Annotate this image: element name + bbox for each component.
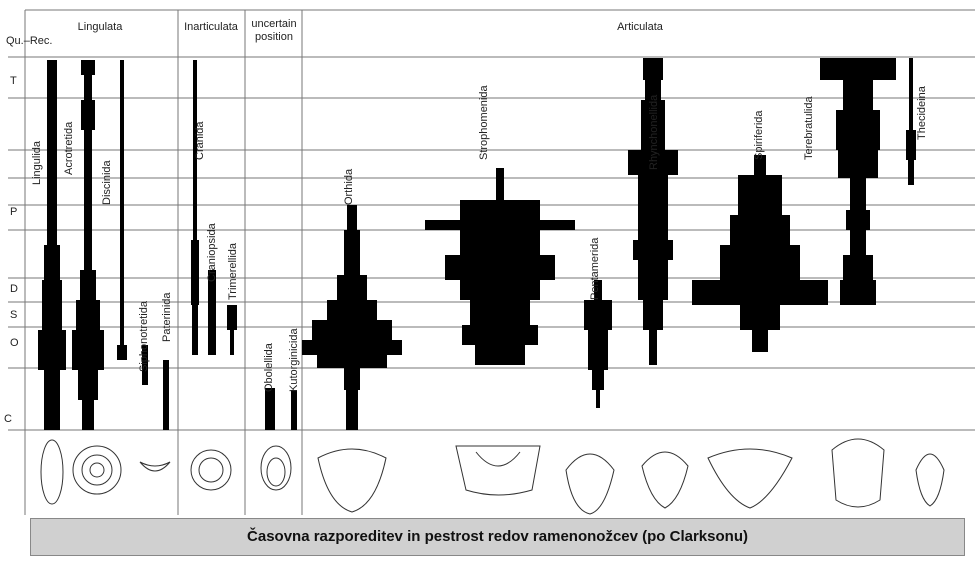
spindle	[265, 388, 275, 430]
spindle	[227, 305, 237, 355]
spindle	[72, 60, 104, 430]
group-header: Articulata	[617, 21, 664, 33]
caption: Časovna razporeditev in pestrost redov r…	[30, 518, 965, 556]
period-label: C	[4, 413, 12, 425]
spindle	[291, 390, 297, 430]
order-label: Trimerellida	[227, 242, 239, 300]
diagram: Lingulata Inarticulata Articulata Qu.–Rec. T…	[0, 0, 975, 563]
order-label: Lingulida	[31, 140, 43, 185]
order-label: Pentamerida	[589, 237, 601, 300]
spindle	[191, 60, 199, 355]
order-label: Kutorginicida	[288, 328, 300, 392]
order-label: Spiriferida	[753, 110, 765, 160]
spindle	[302, 205, 402, 430]
order-label: Terebratulida	[803, 96, 815, 160]
shells	[41, 439, 944, 514]
group-header: Inarticulata	[184, 21, 239, 33]
spindle	[906, 58, 916, 185]
order-label: Rhynchonellida	[648, 94, 660, 170]
order-label: Acrotretida	[63, 121, 75, 175]
period-label: O	[10, 337, 19, 349]
spindle	[425, 168, 575, 365]
period-label: P	[10, 206, 17, 218]
order-label: Cranida	[194, 121, 206, 160]
order-label: Thecideina	[916, 85, 928, 140]
period-label: T	[10, 75, 17, 87]
order-label: Paterinida	[161, 292, 173, 342]
period-label: Qu.–Rec.	[6, 35, 52, 47]
order-label: Discinida	[101, 159, 113, 205]
spindle	[692, 155, 828, 352]
spindle	[117, 60, 127, 360]
spindle	[38, 60, 66, 430]
group-header: Lingulata	[78, 21, 124, 33]
period-label: S	[10, 309, 17, 321]
order-label: Craniopsida	[206, 222, 218, 282]
spindle	[820, 58, 896, 305]
period-label: D	[10, 283, 18, 295]
order-label: Obolellida	[263, 342, 275, 392]
spindle	[163, 360, 169, 430]
order-label: Strophomenida	[478, 85, 490, 160]
group-header: uncertain position	[246, 18, 302, 44]
figure: Lingulata Inarticulata Articulata Qu.–Rec. T…	[0, 0, 975, 563]
order-label: Orthida	[343, 168, 355, 205]
order-label: Siphonotretida	[138, 300, 150, 372]
